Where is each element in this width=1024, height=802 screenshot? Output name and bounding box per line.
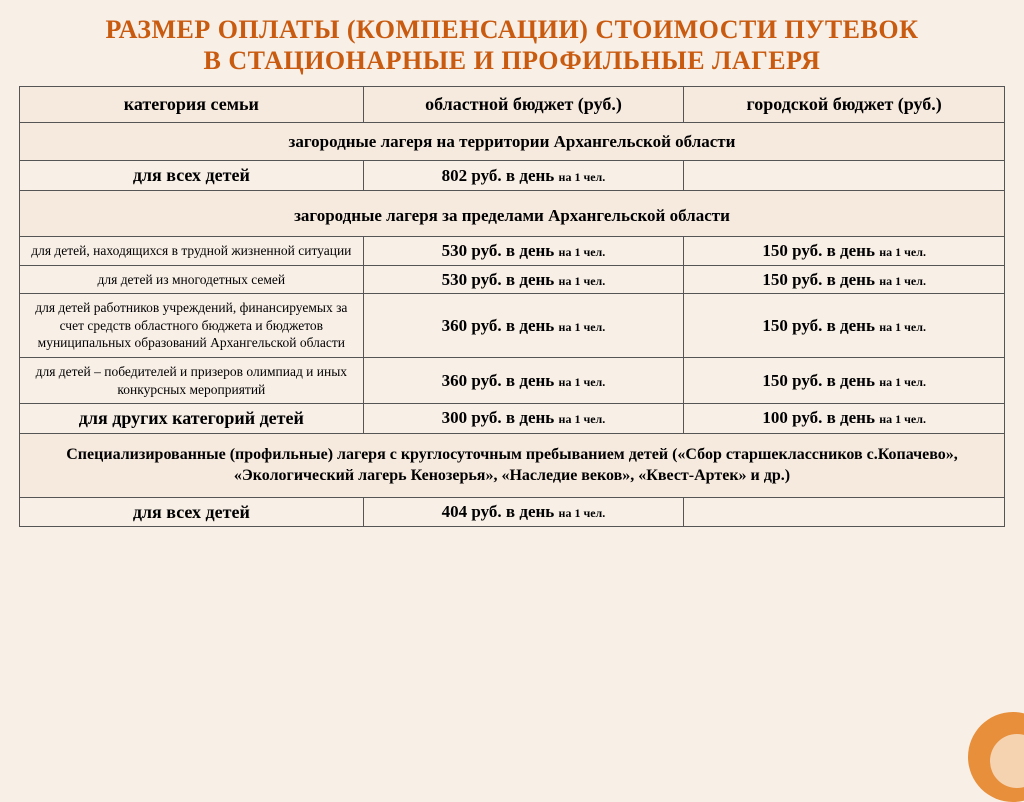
category-cell: для детей работников учреждений, финанси…	[20, 294, 364, 358]
category-cell: для детей из многодетных семей	[20, 265, 364, 294]
city-cell-amount: 150 руб. в день	[762, 241, 879, 260]
regional-cell-per: на 1 чел.	[559, 170, 606, 184]
header-category: категория семьи	[20, 87, 364, 123]
table-row: для детей – победителей и призеров олимп…	[20, 358, 1005, 404]
regional-cell-amount: 530 руб. в день	[442, 241, 559, 260]
regional-cell-per: на 1 чел.	[559, 375, 606, 389]
table-row: для детей из многодетных семей530 руб. в…	[20, 265, 1005, 294]
city-cell: 150 руб. в день на 1 чел.	[684, 236, 1005, 265]
category-cell: для всех детей	[20, 161, 364, 191]
section-title: загородные лагеря на территории Архангел…	[20, 122, 1005, 160]
regional-cell-amount: 530 руб. в день	[442, 270, 559, 289]
regional-cell-per: на 1 чел.	[559, 320, 606, 334]
section-header-row: загородные лагеря за пределами Архангель…	[20, 190, 1005, 236]
table-row: для всех детей404 руб. в день на 1 чел.	[20, 497, 1005, 527]
city-cell: 150 руб. в день на 1 чел.	[684, 358, 1005, 404]
regional-cell-per: на 1 чел.	[559, 412, 606, 426]
city-cell-per: на 1 чел.	[879, 320, 926, 334]
city-cell-amount: 100 руб. в день	[762, 408, 879, 427]
section-header-row: загородные лагеря на территории Архангел…	[20, 122, 1005, 160]
regional-cell: 530 руб. в день на 1 чел.	[363, 236, 684, 265]
header-city: городской бюджет (руб.)	[684, 87, 1005, 123]
category-cell: для всех детей	[20, 497, 364, 527]
regional-cell-per: на 1 чел.	[559, 506, 606, 520]
regional-cell: 360 руб. в день на 1 чел.	[363, 358, 684, 404]
city-cell-per: на 1 чел.	[879, 412, 926, 426]
section-title: загородные лагеря за пределами Архангель…	[20, 190, 1005, 236]
title-line-1: РАЗМЕР ОПЛАТЫ (КОМПЕНСАЦИИ) СТОИМОСТИ ПУ…	[106, 15, 919, 44]
regional-cell-amount: 404 руб. в день	[442, 502, 559, 521]
regional-cell: 404 руб. в день на 1 чел.	[363, 497, 684, 527]
regional-cell-amount: 360 руб. в день	[442, 316, 559, 335]
city-cell	[684, 497, 1005, 527]
city-cell: 150 руб. в день на 1 чел.	[684, 265, 1005, 294]
city-cell-amount: 150 руб. в день	[762, 316, 879, 335]
regional-cell: 300 руб. в день на 1 чел.	[363, 404, 684, 434]
city-cell-amount: 150 руб. в день	[762, 371, 879, 390]
category-cell: для детей, находящихся в трудной жизненн…	[20, 236, 364, 265]
table-header-row: категория семьиобластной бюджет (руб.)го…	[20, 87, 1005, 123]
city-cell-amount: 150 руб. в день	[762, 270, 879, 289]
compensation-table: категория семьиобластной бюджет (руб.)го…	[19, 86, 1005, 527]
table-row: для детей, находящихся в трудной жизненн…	[20, 236, 1005, 265]
table-row: для детей работников учреждений, финанси…	[20, 294, 1005, 358]
header-regional: областной бюджет (руб.)	[363, 87, 684, 123]
regional-cell-amount: 802 руб. в день	[442, 166, 559, 185]
city-cell-per: на 1 чел.	[879, 245, 926, 259]
table-row: для других категорий детей300 руб. в ден…	[20, 404, 1005, 434]
regional-cell: 802 руб. в день на 1 чел.	[363, 161, 684, 191]
regional-cell-amount: 300 руб. в день	[442, 408, 559, 427]
city-cell: 150 руб. в день на 1 чел.	[684, 294, 1005, 358]
city-cell	[684, 161, 1005, 191]
category-cell: для других категорий детей	[20, 404, 364, 434]
table-row: для всех детей802 руб. в день на 1 чел.	[20, 161, 1005, 191]
regional-cell: 530 руб. в день на 1 чел.	[363, 265, 684, 294]
city-cell-per: на 1 чел.	[879, 375, 926, 389]
page-title: РАЗМЕР ОПЛАТЫ (КОМПЕНСАЦИИ) СТОИМОСТИ ПУ…	[0, 0, 1024, 86]
section-header-row: Специализированные (профильные) лагеря с…	[20, 433, 1005, 497]
city-cell: 100 руб. в день на 1 чел.	[684, 404, 1005, 434]
regional-cell-per: на 1 чел.	[559, 274, 606, 288]
category-cell: для детей – победителей и призеров олимп…	[20, 358, 364, 404]
title-line-2: В СТАЦИОНАРНЫЕ И ПРОФИЛЬНЫЕ ЛАГЕРЯ	[204, 46, 821, 75]
regional-cell-per: на 1 чел.	[559, 245, 606, 259]
city-cell-per: на 1 чел.	[879, 274, 926, 288]
section-title: Специализированные (профильные) лагеря с…	[20, 433, 1005, 497]
regional-cell-amount: 360 руб. в день	[442, 371, 559, 390]
regional-cell: 360 руб. в день на 1 чел.	[363, 294, 684, 358]
